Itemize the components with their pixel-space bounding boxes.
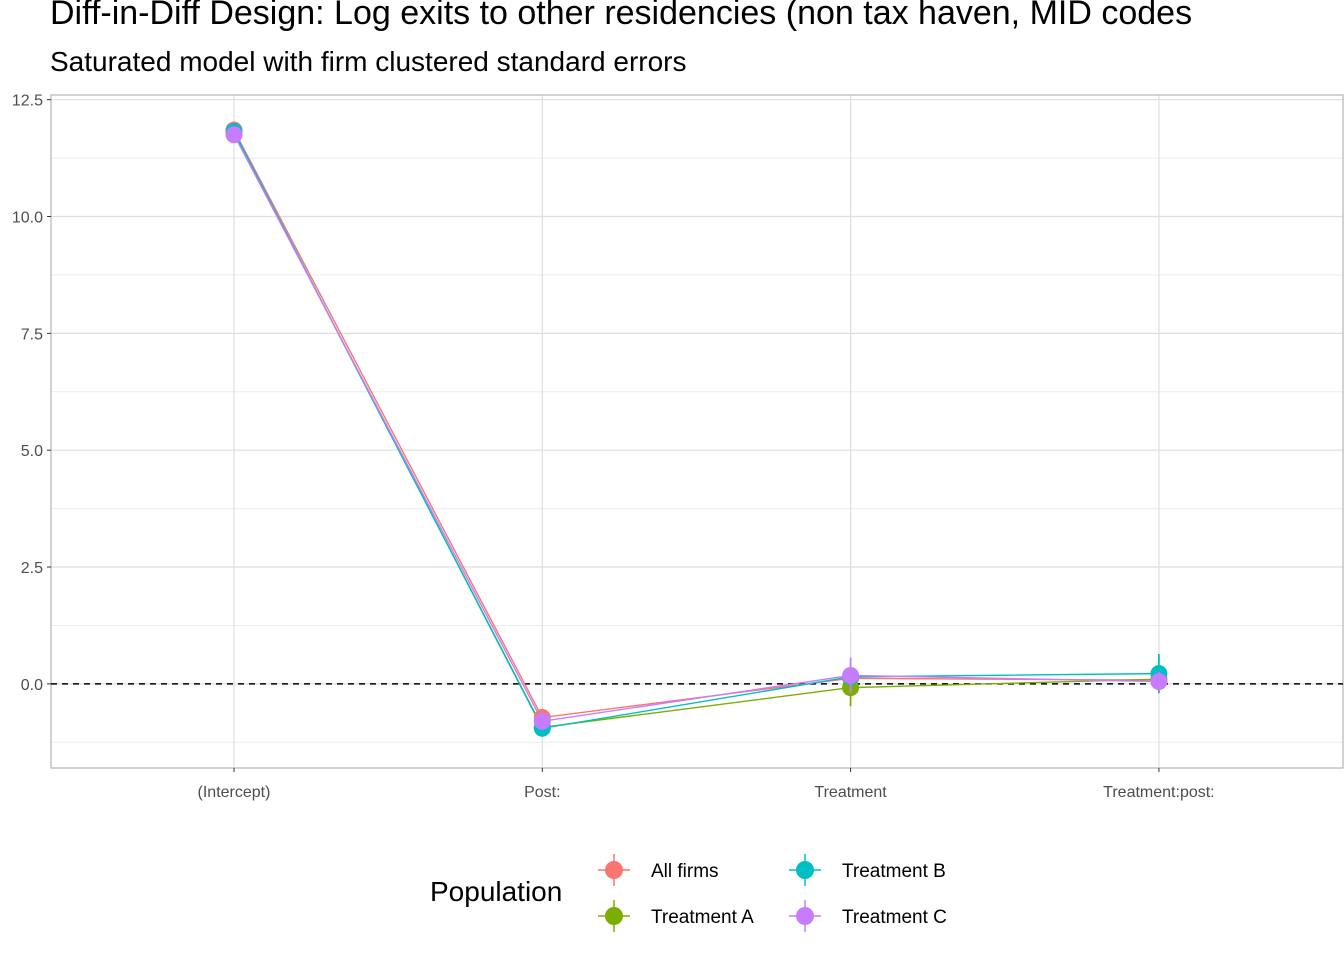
legend-item-treatment-b: Treatment B [787,852,987,886]
legend-label-treatment-c: Treatment C [842,907,947,928]
legend-label-all-firms: All firms [651,861,719,882]
legend-key-treatment-c [789,900,821,932]
data-point [225,126,243,144]
legend-item-all-firms: All firms [596,852,796,886]
chart-title: Diff-in-Diff Design: Log exits to other … [50,0,1193,32]
series-line-2 [233,131,1159,730]
legend: Population All firms Treatment A Treatme… [430,848,1030,948]
y-tick-label: 7.5 [21,326,43,343]
y-tick-label: 12.5 [12,93,43,110]
data-point [1150,673,1168,691]
y-tick-label: 5.0 [21,443,43,460]
series-line-1 [233,132,1159,729]
legend-item-treatment-a: Treatment A [596,898,796,932]
legend-key-treatment-a [598,900,630,932]
series-line-0 [233,129,1159,719]
legend-title: Population [430,876,563,907]
data-point [842,666,860,684]
x-tick-label: Treatment:post: [1103,784,1214,801]
plot-panel-border [50,94,1344,769]
legend-label-treatment-b: Treatment B [842,861,946,882]
x-tick-label: Post: [524,784,560,801]
chart-subtitle: Saturated model with firm clustered stan… [50,46,687,77]
legend-item-treatment-c: Treatment C [787,898,987,932]
x-tick-label: (Intercept) [198,784,271,801]
series-line-3 [233,134,1159,723]
y-tick-label: 0.0 [21,677,43,694]
data-point [533,712,551,730]
y-tick-label: 2.5 [21,560,43,577]
x-tick-label: Treatment [814,784,887,801]
y-tick-label: 10.0 [12,210,43,227]
legend-key-all-firms [598,854,630,886]
legend-label-treatment-a: Treatment A [651,907,754,928]
legend-key-treatment-b [789,854,821,886]
